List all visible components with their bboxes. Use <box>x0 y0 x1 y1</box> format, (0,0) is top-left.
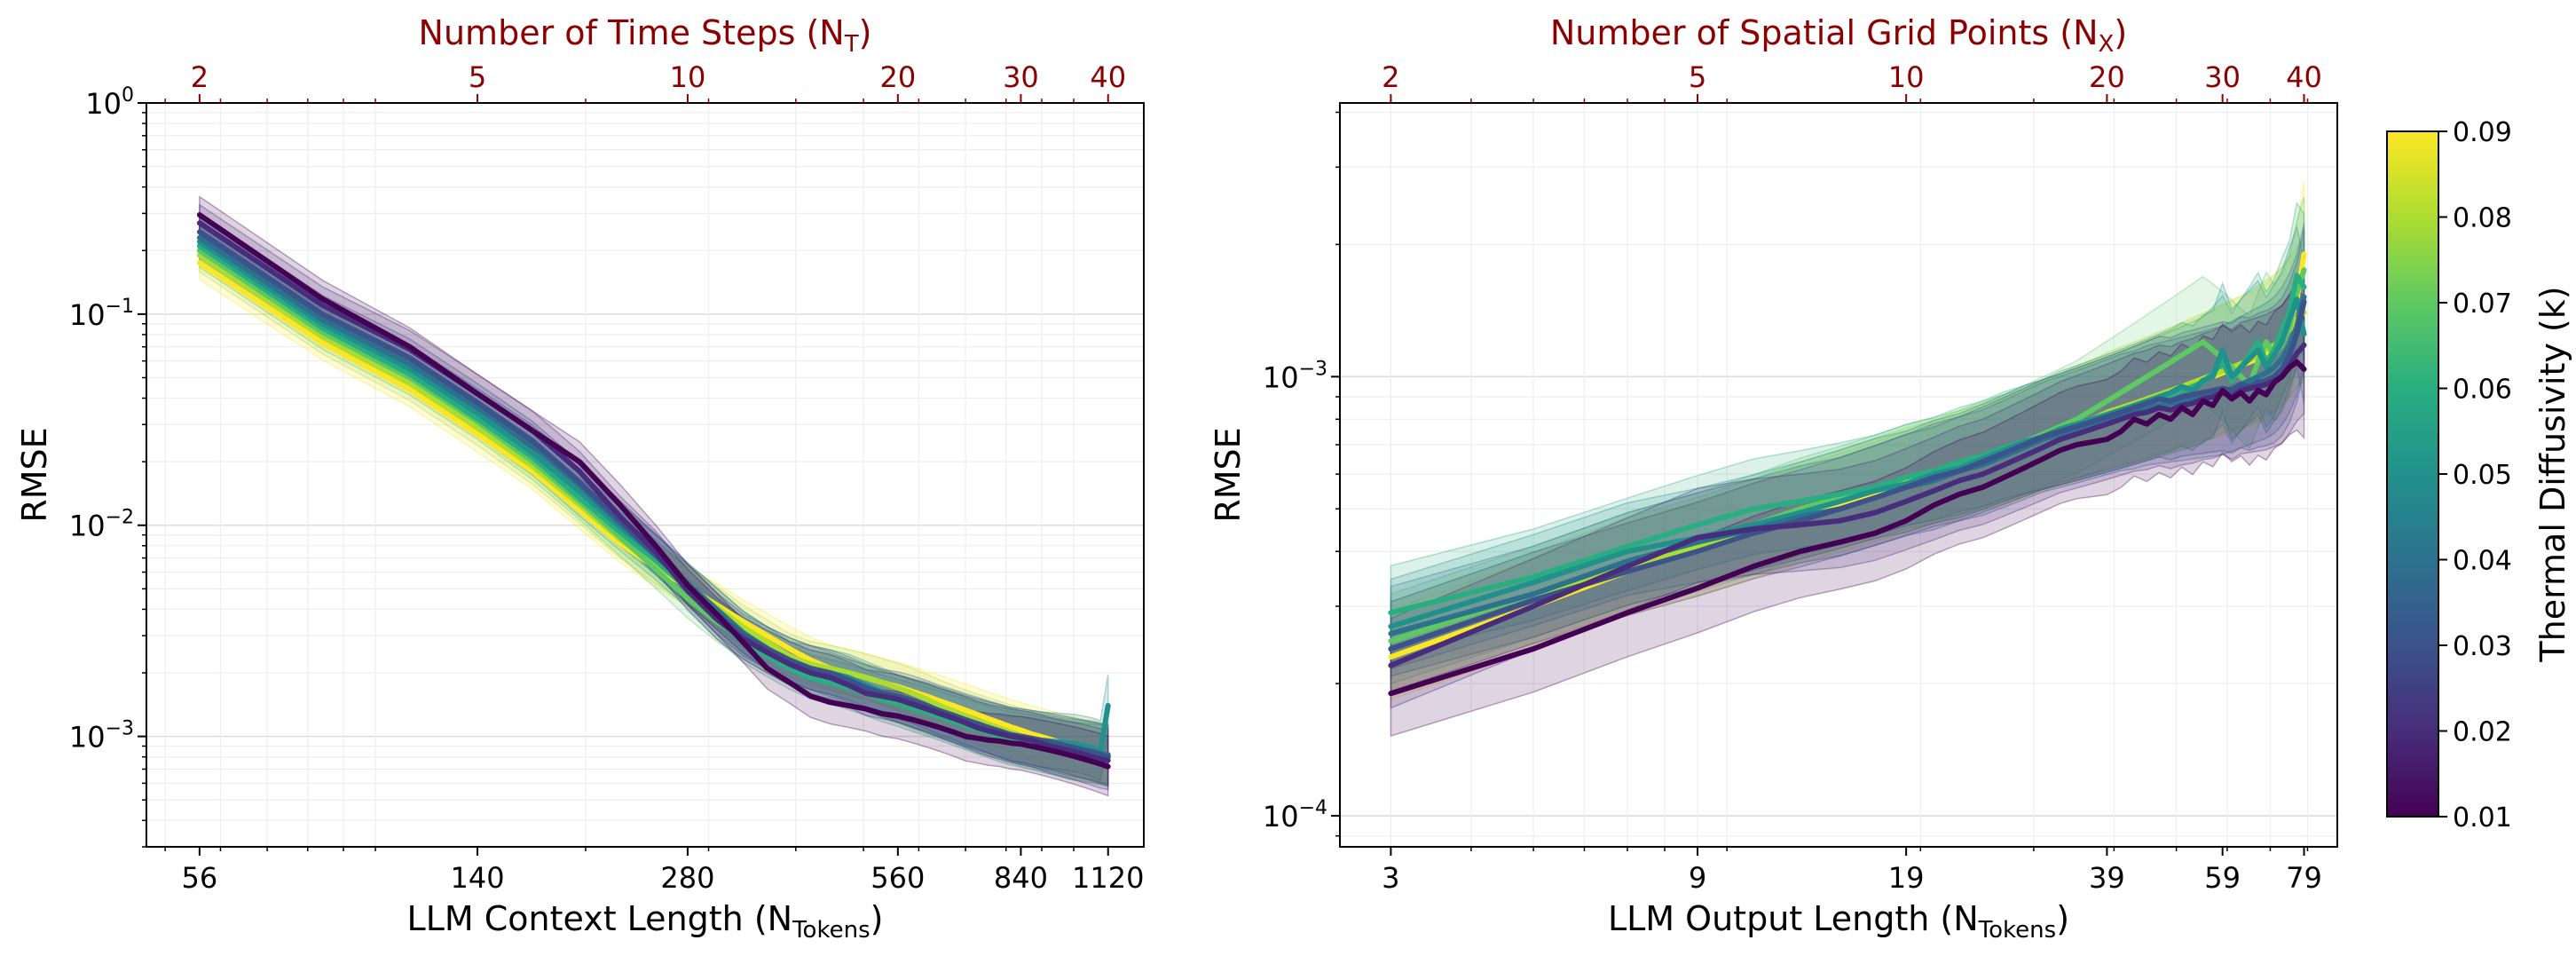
top-tick-label: 40 <box>1090 60 1126 94</box>
colorbar-tick-label: 0.08 <box>2453 203 2512 234</box>
colorbar-tick-label: 0.02 <box>2453 717 2512 748</box>
left-grid <box>146 103 1144 847</box>
right-plot-frame <box>1339 102 2338 848</box>
top-tick-label: 30 <box>2204 60 2241 94</box>
right-xlabel: LLM Output Length (NTokens) <box>1608 899 2069 944</box>
right-plot-background <box>1340 103 2337 847</box>
x-tick-label: 59 <box>2204 861 2241 895</box>
x-tick-label: 1120 <box>1072 861 1144 895</box>
series-line <box>196 220 1111 763</box>
top-tick-label: 2 <box>191 60 209 94</box>
confidence-band <box>1390 288 2305 738</box>
right-xticks: 3 9 19 39 59 79 <box>1382 847 2322 895</box>
x-tick-label: 19 <box>1888 861 1925 895</box>
y-tick-label: 10−3 <box>69 718 134 755</box>
colorbar-tick-label: 0.04 <box>2453 546 2512 577</box>
y-tick-label: 100 <box>85 84 134 121</box>
colorbar: 0.01 0.02 0.03 0.04 0.05 0.06 0.07 0.08 0.09 The… <box>2386 117 2572 834</box>
colorbar-tick-label: 0.07 <box>2453 288 2512 320</box>
y-tick-label: 10−1 <box>69 296 134 332</box>
top-tick-label: 5 <box>469 60 486 94</box>
right-top-label: Number of Spatial Grid Points (NX) <box>1550 13 2127 58</box>
y-tick-label: 10−4 <box>1263 797 1327 834</box>
right-panel: 3 9 19 39 59 79 2 5 10 20 30 40 10−410−3 LLM Outpu… <box>1209 13 2338 944</box>
y-tick-label: 10−2 <box>69 507 134 543</box>
x-tick-label: 840 <box>994 861 1048 895</box>
left-panel: 56 140 280 560 840 1120 2 5 10 20 30 40 10−310−210… <box>15 13 1145 944</box>
x-tick-label: 280 <box>660 861 714 895</box>
colorbar-ticks: 0.01 0.02 0.03 0.04 0.05 0.06 0.07 0.08 0.09 <box>2438 117 2512 834</box>
top-tick-label: 20 <box>879 60 916 94</box>
colorbar-gradient <box>2386 130 2439 818</box>
colorbar-tick-label: 0.05 <box>2453 460 2512 491</box>
y-tick-label: 10−3 <box>1263 358 1327 394</box>
top-tick-label: 2 <box>1382 60 1399 94</box>
series-line <box>196 212 1111 770</box>
left-top-label: Number of Time Steps (NT) <box>419 13 872 58</box>
top-tick-label: 40 <box>2286 60 2322 94</box>
top-tick-label: 5 <box>1689 60 1706 94</box>
colorbar-tick-label: 0.03 <box>2453 631 2512 662</box>
series-line <box>1388 359 2307 697</box>
left-xlabel: LLM Context Length (NTokens) <box>407 899 884 944</box>
series-line <box>1388 299 2307 652</box>
top-tick-label: 10 <box>670 60 706 94</box>
top-tick-label: 30 <box>1003 60 1039 94</box>
series-line <box>196 229 1111 760</box>
confidence-band <box>1390 237 2305 692</box>
x-tick-label: 9 <box>1689 861 1706 895</box>
right-yticks: 10−4 10−3 <box>1263 111 1340 837</box>
left-xticks: 56 140 280 560 840 1120 <box>164 847 1144 895</box>
left-ylabel: RMSE <box>15 427 54 522</box>
right-top-ticks: 2 5 10 20 30 40 <box>1382 60 2322 103</box>
right-lines <box>1388 251 2307 697</box>
x-tick-label: 3 <box>1382 861 1399 895</box>
confidence-band <box>1390 270 2305 709</box>
left-top-ticks: 2 5 10 20 30 40 <box>164 60 1126 103</box>
colorbar-tick-label: 0.01 <box>2453 802 2512 834</box>
confidence-band <box>1390 224 2305 670</box>
x-tick-label: 56 <box>182 861 218 895</box>
x-tick-label: 140 <box>451 861 505 895</box>
x-tick-label: 39 <box>2089 861 2125 895</box>
right-ylabel: RMSE <box>1209 427 1248 522</box>
confidence-band <box>1390 201 2305 657</box>
top-tick-label: 20 <box>2089 60 2125 94</box>
series-line <box>1388 342 2307 668</box>
colorbar-label: Thermal Diffusivity (k) <box>2533 286 2572 662</box>
left-lines <box>196 212 1111 770</box>
colorbar-tick-label: 0.09 <box>2453 117 2512 148</box>
x-tick-label: 560 <box>870 861 925 895</box>
left-yticks: 10−3 10−2 10−1 100 <box>69 84 146 848</box>
colorbar-tick-label: 0.06 <box>2453 375 2512 406</box>
top-tick-label: 10 <box>1888 60 1925 94</box>
left-plot-frame <box>146 102 1145 848</box>
x-tick-label: 79 <box>2286 861 2322 895</box>
